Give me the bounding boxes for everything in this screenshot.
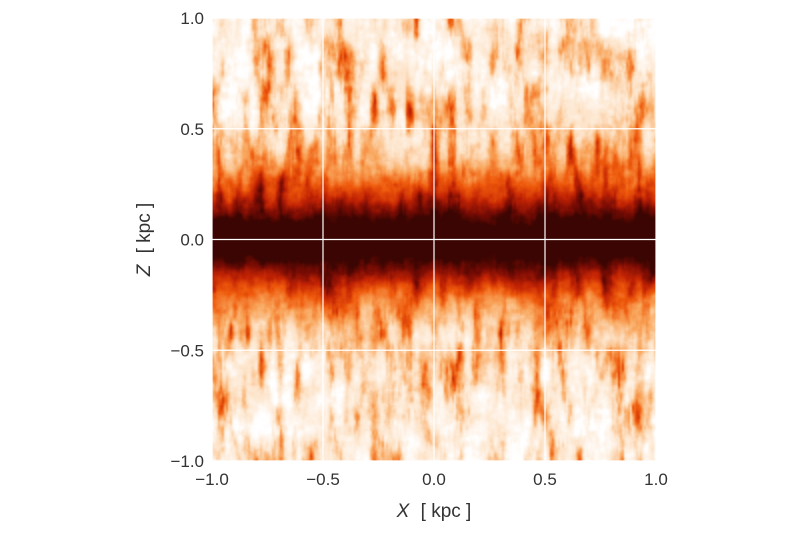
y-tick-label: 0.0 <box>180 231 204 250</box>
y-axis-unit: [ kpc ] <box>134 203 155 254</box>
y-axis-ticks: −1.0 −0.5 0.0 0.5 1.0 <box>170 9 204 471</box>
x-tick-label: −1.0 <box>195 470 229 489</box>
y-axis-label: Z [ kpc ] <box>134 203 155 278</box>
x-axis-label: X [ kpc ] <box>396 501 472 522</box>
x-axis-unit: [ kpc ] <box>421 501 472 522</box>
x-tick-label: −0.5 <box>306 470 340 489</box>
x-axis-variable: X <box>396 501 411 522</box>
x-tick-label: 1.0 <box>644 470 668 489</box>
y-tick-label: −0.5 <box>170 341 204 360</box>
y-tick-label: 1.0 <box>180 9 204 28</box>
y-tick-label: −1.0 <box>170 452 204 471</box>
x-tick-label: 0.5 <box>533 470 557 489</box>
y-axis-variable: Z <box>134 263 155 277</box>
x-tick-label: 0.0 <box>422 470 446 489</box>
x-axis-ticks: −1.0 −0.5 0.0 0.5 1.0 <box>195 470 668 489</box>
y-tick-label: 0.5 <box>180 120 204 139</box>
grid-lines <box>211 17 657 462</box>
